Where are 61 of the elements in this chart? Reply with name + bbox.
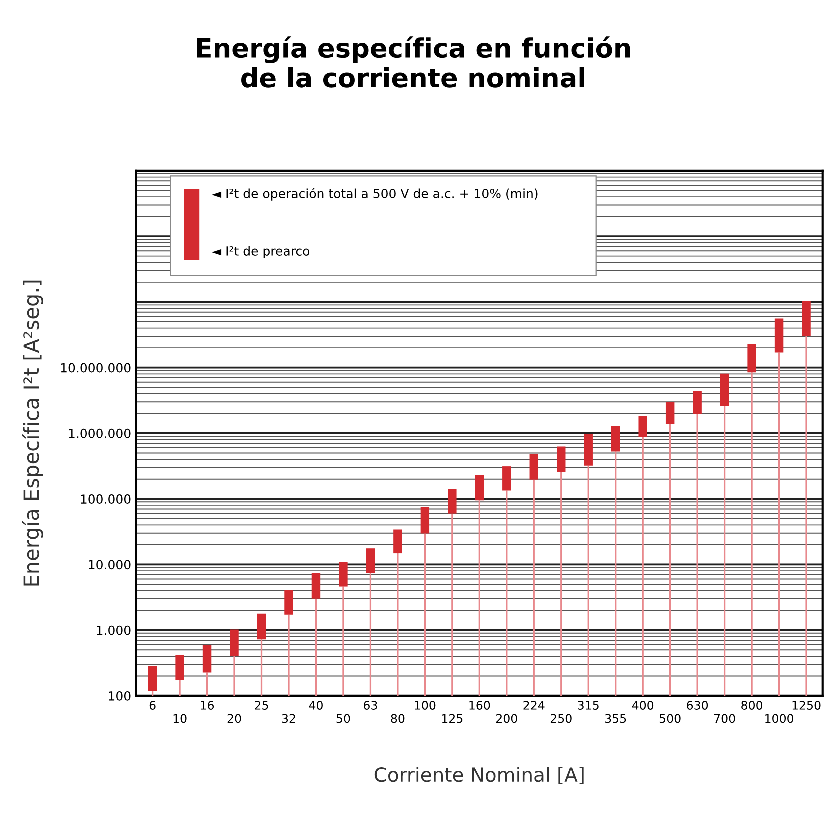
x-tick-label: 10	[174, 714, 187, 724]
bar	[448, 489, 457, 514]
bar	[284, 590, 294, 615]
annotation: ◄ I²t de operación total a 500 V de a.c. + 10% (min)	[212, 188, 538, 201]
bar	[638, 416, 648, 438]
bar	[257, 614, 266, 640]
x-tick-label: 1250	[792, 701, 821, 710]
x-tick-label: 32	[282, 714, 296, 724]
bar	[366, 548, 376, 574]
bar	[502, 466, 512, 491]
y-tick-label: 10.000	[89, 560, 131, 570]
x-axis-title: Corriente Nominal [A]	[374, 767, 584, 784]
bar	[557, 446, 566, 473]
y-tick-label: 1.000.000	[69, 428, 131, 438]
y-tick-label: 100	[109, 691, 131, 701]
x-tick-label: 50	[336, 714, 350, 724]
y-axis-title: Energía Específica I²t [A²seg.]	[22, 280, 44, 586]
x-tick-label: 200	[496, 714, 518, 724]
x-tick-label: 224	[524, 701, 545, 710]
bar	[148, 666, 158, 692]
bar	[475, 475, 484, 501]
bar	[530, 454, 538, 480]
x-tick-label: 25	[255, 701, 268, 710]
bar	[748, 344, 756, 373]
x-tick-label: 700	[714, 714, 736, 724]
y-tick-label: 10.000.000	[61, 363, 131, 373]
x-tick-label: 250	[550, 714, 572, 724]
bar	[202, 645, 212, 673]
bar	[230, 630, 239, 656]
x-tick-label: 16	[201, 701, 214, 710]
x-tick-label: 6	[150, 701, 156, 710]
x-tick-label: 355	[605, 714, 626, 724]
annotation: ◄ I²t de prearco	[212, 246, 310, 258]
bar	[339, 562, 348, 587]
chart-title: Energía específica en función de la corriente nominal	[197, 36, 630, 88]
bar	[176, 655, 184, 680]
x-tick-label: 40	[309, 701, 323, 710]
x-tick-label: 1000	[766, 714, 794, 724]
bar	[720, 374, 730, 406]
bar	[420, 507, 430, 534]
x-tick-label: 160	[470, 701, 490, 710]
bar	[312, 573, 321, 599]
bar	[693, 391, 702, 414]
x-tick-label: 100	[415, 701, 436, 710]
x-tick-label: 315	[578, 701, 599, 710]
x-tick-label: 125	[442, 714, 463, 724]
x-tick-label: 500	[660, 714, 681, 724]
bar	[666, 402, 675, 424]
bar	[611, 426, 620, 452]
x-tick-label: 800	[742, 701, 763, 710]
x-tick-label: 400	[632, 701, 654, 710]
bar	[774, 318, 784, 353]
bar	[584, 434, 593, 466]
x-tick-label: 63	[364, 701, 378, 710]
x-tick-label: 80	[391, 714, 405, 724]
y-tick-label: 1.000	[97, 626, 131, 636]
bar	[802, 301, 811, 336]
bar	[394, 530, 402, 554]
x-tick-label: 630	[687, 701, 708, 710]
x-tick-label: 20	[228, 714, 242, 724]
y-tick-label: 100.000	[81, 494, 131, 504]
